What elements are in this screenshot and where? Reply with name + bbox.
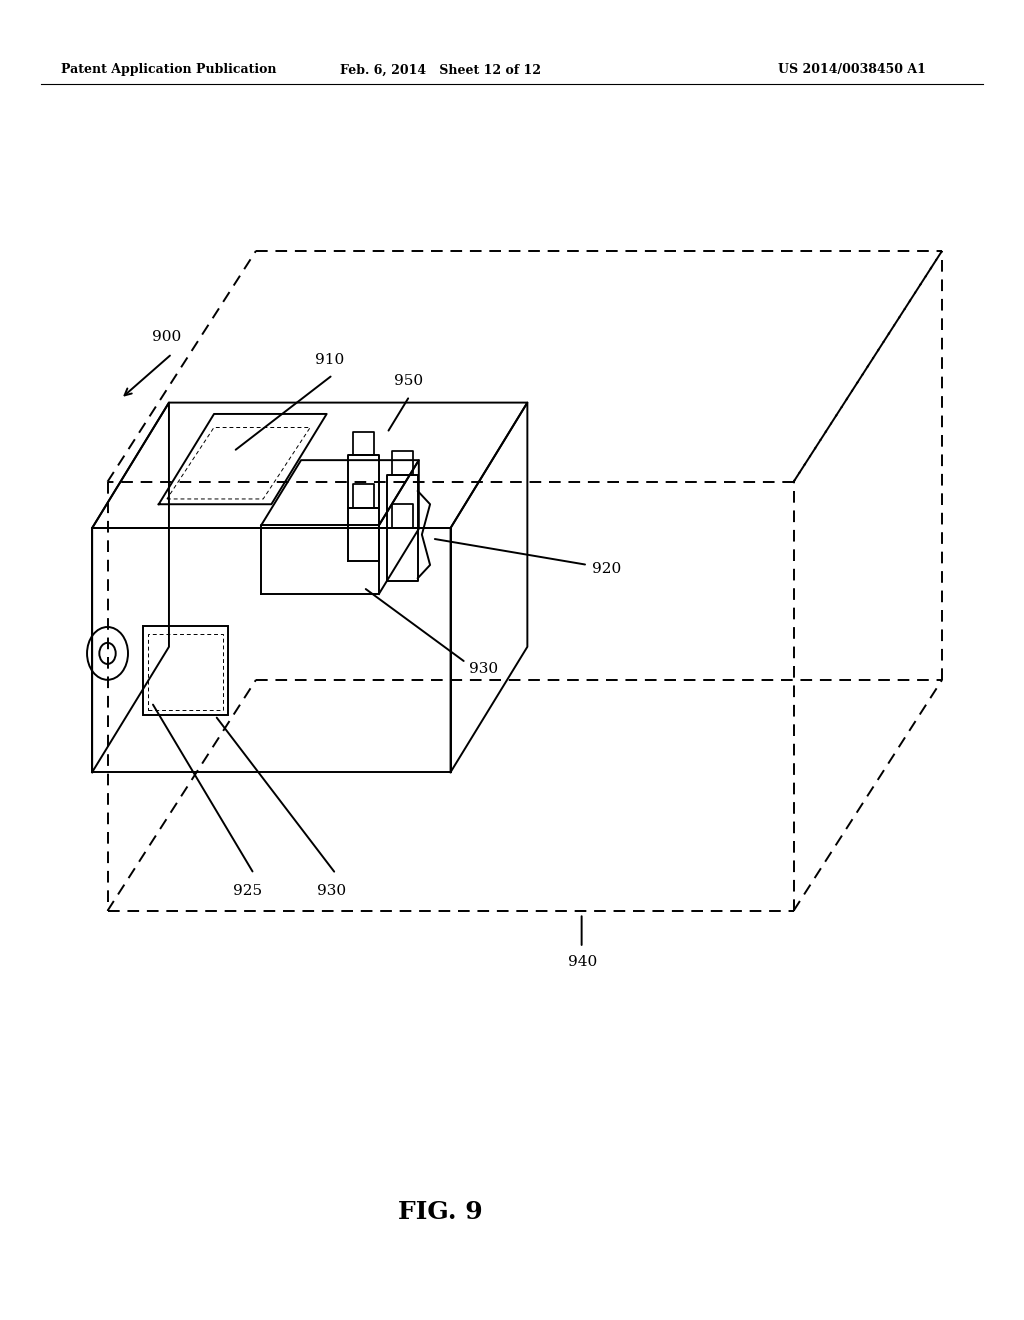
Bar: [148, 634, 223, 710]
Text: 925: 925: [233, 884, 262, 898]
Text: 930: 930: [317, 884, 346, 898]
Text: 920: 920: [592, 562, 622, 576]
Text: US 2014/0038450 A1: US 2014/0038450 A1: [778, 63, 926, 77]
Text: 910: 910: [315, 354, 345, 367]
Text: Feb. 6, 2014   Sheet 12 of 12: Feb. 6, 2014 Sheet 12 of 12: [340, 63, 541, 77]
Text: 900: 900: [152, 330, 181, 343]
Text: 950: 950: [394, 375, 423, 388]
Text: 930: 930: [469, 663, 498, 676]
Text: FIG. 9: FIG. 9: [398, 1200, 482, 1224]
Text: Patent Application Publication: Patent Application Publication: [61, 63, 276, 77]
Text: 940: 940: [568, 956, 598, 969]
Bar: [143, 626, 228, 715]
